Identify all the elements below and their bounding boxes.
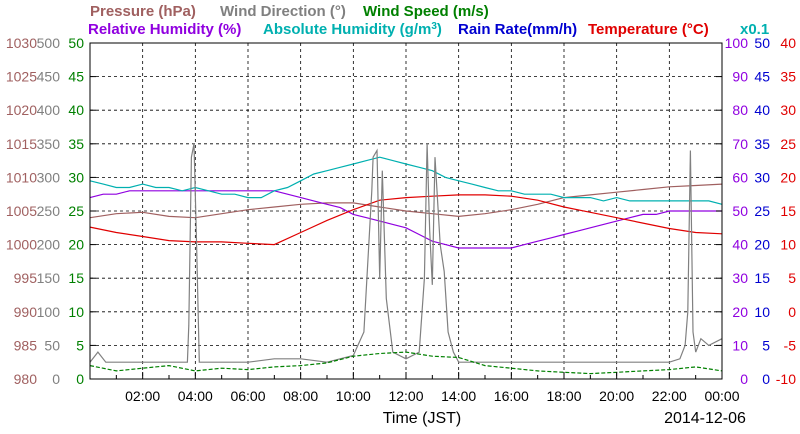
y-tick-label-wind_dir: 350 xyxy=(37,136,61,152)
legend-entry: Relative Humidity (%) xyxy=(88,21,241,38)
legend-entry: Wind Speed (m/s) xyxy=(363,3,489,20)
y-tick-label-humidity: 60 xyxy=(732,169,748,185)
y-tick-label-wind_speed: 30 xyxy=(68,169,84,185)
y-tick-label-wind_dir: 200 xyxy=(37,237,61,253)
y-tick-label-pressure: 1000 xyxy=(6,237,37,253)
legend-row-2: Relative Humidity (%) Absolute Humidity (… xyxy=(88,21,769,39)
y-tick-label-temperature: -5 xyxy=(784,337,797,353)
y-tick-label-wind_dir: 100 xyxy=(37,304,61,320)
x-tick-label: 12:00 xyxy=(388,388,423,404)
x-tick-label: 00:00 xyxy=(704,388,739,404)
y-tick-label-humidity: 80 xyxy=(732,102,748,118)
legend-entry: Rain Rate(mm/h) xyxy=(458,21,577,38)
y-tick-label-wind_speed: 45 xyxy=(68,69,84,85)
y-tick-label-wind_speed: 10 xyxy=(68,304,84,320)
y-tick-label-wind_dir: 0 xyxy=(52,371,60,387)
y-tick-label-wind_dir: 150 xyxy=(37,270,61,286)
y-tick-label-wind_dir: 250 xyxy=(37,203,61,219)
y-tick-label-rain: 35 xyxy=(754,136,770,152)
series-line-3 xyxy=(89,194,723,246)
date-label: 2014-12-06 xyxy=(664,410,746,427)
y-tick-label-temperature: 35 xyxy=(780,69,796,85)
legend-entry: Pressure (hPa) xyxy=(90,3,196,20)
y-tick-label-pressure: 1015 xyxy=(6,136,37,152)
legend-entry: Wind Direction (°) xyxy=(220,3,346,20)
y-tick-label-rain: 45 xyxy=(754,69,770,85)
y-tick-label-humidity: 40 xyxy=(732,237,748,253)
y-tick-label-humidity: 100 xyxy=(725,35,749,51)
y-tick-label-rain: 25 xyxy=(754,203,770,219)
x-axis-label: Time (JST) xyxy=(383,410,462,427)
y-tick-label-wind_speed: 5 xyxy=(76,337,84,353)
y-tick-label-rain: 50 xyxy=(754,35,770,51)
y-tick-label-temperature: 20 xyxy=(780,169,796,185)
y-tick-label-pressure: 995 xyxy=(14,270,38,286)
y-tick-label-wind_dir: 50 xyxy=(44,337,60,353)
y-tick-label-temperature: 5 xyxy=(788,270,796,286)
x-tick-label: 20:00 xyxy=(599,388,634,404)
y-tick-label-wind_speed: 0 xyxy=(76,371,84,387)
x-tick-label: 10:00 xyxy=(336,388,371,404)
x-tick-label: 22:00 xyxy=(652,388,687,404)
y-tick-label-humidity: 30 xyxy=(732,270,748,286)
y-tick-label-rain: 10 xyxy=(754,304,770,320)
y-tick-label-rain: 5 xyxy=(762,337,770,353)
y-tick-label-wind_dir: 450 xyxy=(37,69,61,85)
y-tick-label-humidity: 50 xyxy=(732,203,748,219)
y-tick-label-temperature: 0 xyxy=(788,304,796,320)
legend-row-1: Pressure (hPa) Wind Direction (°) Wind Spe… xyxy=(90,3,489,20)
y-tick-label-wind_speed: 50 xyxy=(68,35,84,51)
y-tick-label-pressure: 1020 xyxy=(6,102,37,118)
y-tick-label-temperature: 30 xyxy=(780,102,796,118)
y-tick-label-humidity: 90 xyxy=(732,69,748,85)
y-axes: 1030102510201015101010051000995990985980… xyxy=(6,35,796,387)
y-tick-label-temperature: 10 xyxy=(780,237,796,253)
series-line-4 xyxy=(89,143,723,363)
y-tick-label-pressure: 985 xyxy=(14,337,38,353)
x-tick-label: 02:00 xyxy=(125,388,160,404)
x-tick-label: 16:00 xyxy=(494,388,529,404)
y-tick-label-pressure: 1025 xyxy=(6,69,37,85)
y-tick-label-rain: 20 xyxy=(754,237,770,253)
y-tick-label-wind_speed: 40 xyxy=(68,102,84,118)
y-tick-label-rain: 40 xyxy=(754,102,770,118)
y-tick-label-temperature: 25 xyxy=(780,136,796,152)
y-tick-label-rain: 0 xyxy=(762,371,770,387)
y-tick-label-pressure: 980 xyxy=(14,371,38,387)
x-tick-label: 04:00 xyxy=(178,388,213,404)
x-axis: 02:00 04:00 06:00 08:00 10:00 12:00 14:00 16:00… xyxy=(115,372,740,404)
series-line-0 xyxy=(89,183,723,219)
y-tick-label-wind_speed: 20 xyxy=(68,237,84,253)
y-tick-label-rain: 30 xyxy=(754,169,770,185)
legend-entry: Absolute Humidity (g/m3) xyxy=(263,21,442,39)
x-tick-label: 08:00 xyxy=(283,388,318,404)
x-tick-label: 06:00 xyxy=(230,388,265,404)
x-tick-label: 18:00 xyxy=(546,388,581,404)
y-tick-label-pressure: 1030 xyxy=(6,35,37,51)
y-tick-label-temperature: 40 xyxy=(780,35,796,51)
y-tick-label-rain: 15 xyxy=(754,270,770,286)
y-tick-label-pressure: 990 xyxy=(14,304,38,320)
y-tick-label-wind_dir: 500 xyxy=(37,35,61,51)
y-tick-label-humidity: 20 xyxy=(732,304,748,320)
y-tick-label-wind_speed: 25 xyxy=(68,203,84,219)
y-tick-label-wind_dir: 300 xyxy=(37,169,61,185)
y-tick-label-wind_speed: 15 xyxy=(68,270,84,286)
y-tick-label-wind_speed: 35 xyxy=(68,136,84,152)
series-layer xyxy=(89,143,723,375)
y-tick-label-humidity: 0 xyxy=(740,371,748,387)
y-tick-label-temperature: -10 xyxy=(776,371,796,387)
y-tick-label-wind_dir: 400 xyxy=(37,102,61,118)
legend-entry: x0.1 xyxy=(740,21,769,38)
y-tick-label-temperature: 15 xyxy=(780,203,796,219)
y-tick-label-pressure: 1005 xyxy=(6,203,37,219)
legend-entry: Temperature (°C) xyxy=(588,21,709,38)
y-tick-label-humidity: 70 xyxy=(732,136,748,152)
y-tick-label-pressure: 1010 xyxy=(6,169,37,185)
x-tick-label: 14:00 xyxy=(441,388,476,404)
y-tick-label-humidity: 10 xyxy=(732,337,748,353)
